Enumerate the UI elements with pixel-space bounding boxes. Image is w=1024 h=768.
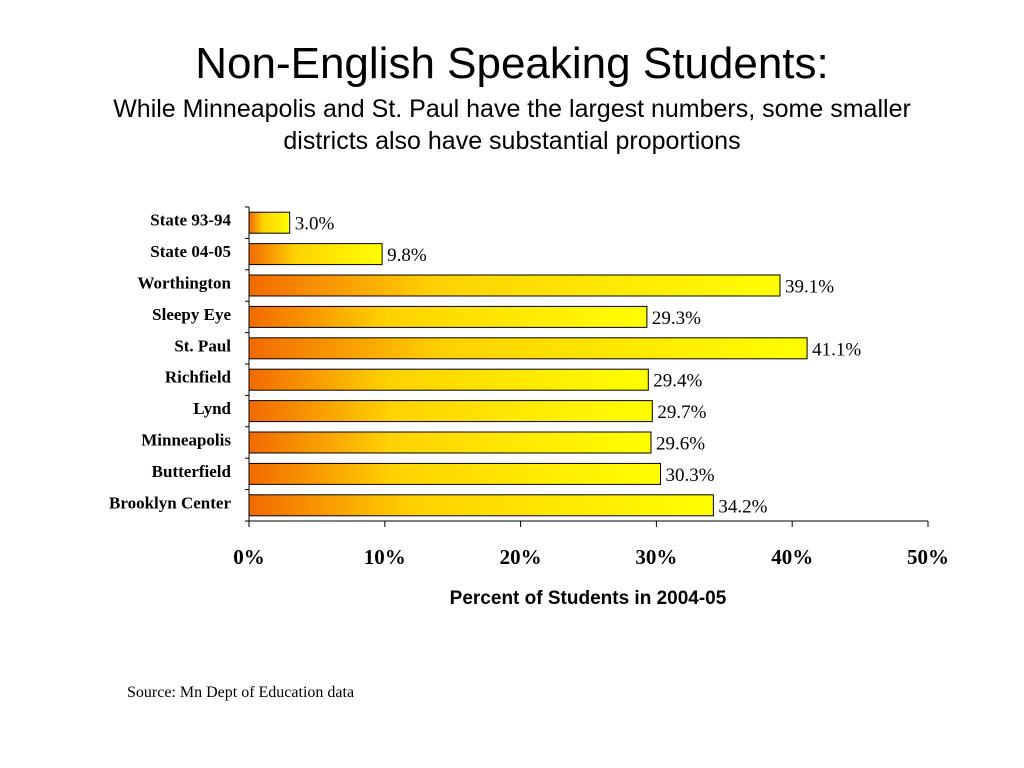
data-label: 3.0% xyxy=(295,214,335,235)
x-axis-title: Percent of Students in 2004-05 xyxy=(450,588,727,609)
data-label: 29.7% xyxy=(657,402,706,423)
category-label: Brooklyn Center xyxy=(109,493,231,512)
axis-layer: State 93-94 State 04-05 Worthington Sleepy … xyxy=(109,206,949,569)
bar-state-04-05 xyxy=(248,243,383,266)
bar-sleepy-eye xyxy=(248,305,648,328)
category-label: St. Paul xyxy=(174,336,231,355)
x-tick-label: 10% xyxy=(364,545,406,569)
slide-title: Non-English Speaking Students: xyxy=(195,39,829,88)
bar-lynd xyxy=(248,400,653,423)
category-label: Worthington xyxy=(137,274,231,293)
bar-brooklyn-center xyxy=(248,494,714,517)
bar-state-93-94 xyxy=(248,211,291,234)
data-label: 34.2% xyxy=(718,496,767,517)
x-tick-label: 30% xyxy=(635,545,677,569)
x-tick-label: 20% xyxy=(500,545,542,569)
category-label: State 04-05 xyxy=(150,242,231,261)
data-label: 30.3% xyxy=(665,465,714,486)
category-label: Butterfield xyxy=(152,462,232,481)
x-tick-label: 50% xyxy=(907,545,949,569)
slide-subtitle: While Minneapolis and St. Paul have the … xyxy=(113,95,911,155)
category-label: Richfield xyxy=(165,368,232,387)
category-label: State 93-94 xyxy=(150,211,231,230)
category-label: Lynd xyxy=(193,399,231,418)
category-label: Sleepy Eye xyxy=(152,305,231,324)
bar-minneapolis xyxy=(248,431,652,454)
source-note: Source: Mn Dept of Education data xyxy=(127,684,355,701)
data-label: 29.6% xyxy=(656,434,705,455)
data-label: 41.1% xyxy=(812,339,861,360)
x-tick-label: 40% xyxy=(771,545,813,569)
x-tick-label: 0% xyxy=(233,545,265,569)
bar-st-paul xyxy=(248,337,808,360)
bar-worthington xyxy=(248,274,781,297)
data-label: 39.1% xyxy=(785,277,834,298)
bar-butterfield xyxy=(248,462,661,485)
data-label: 9.8% xyxy=(387,245,427,266)
data-label: 29.4% xyxy=(653,371,702,392)
bar-richfield xyxy=(248,368,649,391)
bars-layer: 3.0% 9.8% 39.1% 29.3% 41.1% 29.4% 29.7% 29.6% 30… xyxy=(248,211,861,517)
category-label: Minneapolis xyxy=(141,431,231,450)
data-label: 29.3% xyxy=(652,308,701,329)
